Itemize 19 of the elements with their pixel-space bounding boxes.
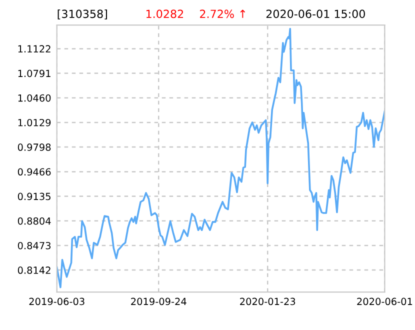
text: 1.0282	[146, 10, 184, 18]
chart-title: [310358]	[58, 9, 107, 20]
x-tick-label: 2020-01-23	[240, 298, 296, 306]
y-tick-label: 1.0460	[18, 94, 51, 102]
line-series	[56, 28, 385, 288]
y-tick-label: 0.8473	[18, 242, 51, 250]
y-tick-label: 1.0791	[18, 70, 50, 78]
y-tick-label: 0.9466	[18, 168, 51, 176]
x-tick-label: 2019-06-03	[29, 298, 84, 306]
y-tick-label: 0.9135	[18, 192, 50, 200]
y-tick-label: 0.8804	[18, 217, 51, 225]
x-tick-label: 2019-09-24	[131, 298, 186, 306]
text: 2020-06-01 15:00	[266, 10, 365, 18]
y-tick-label: 1.1122	[18, 45, 50, 52]
y-tick-label: 0.8142	[18, 266, 50, 274]
y-tick-label: 1.0129	[18, 118, 51, 126]
x-tick-label: 2020-06-01	[357, 298, 412, 306]
y-tick-label: 0.9798	[18, 144, 51, 151]
text: 2.72% ↑	[200, 10, 246, 18]
